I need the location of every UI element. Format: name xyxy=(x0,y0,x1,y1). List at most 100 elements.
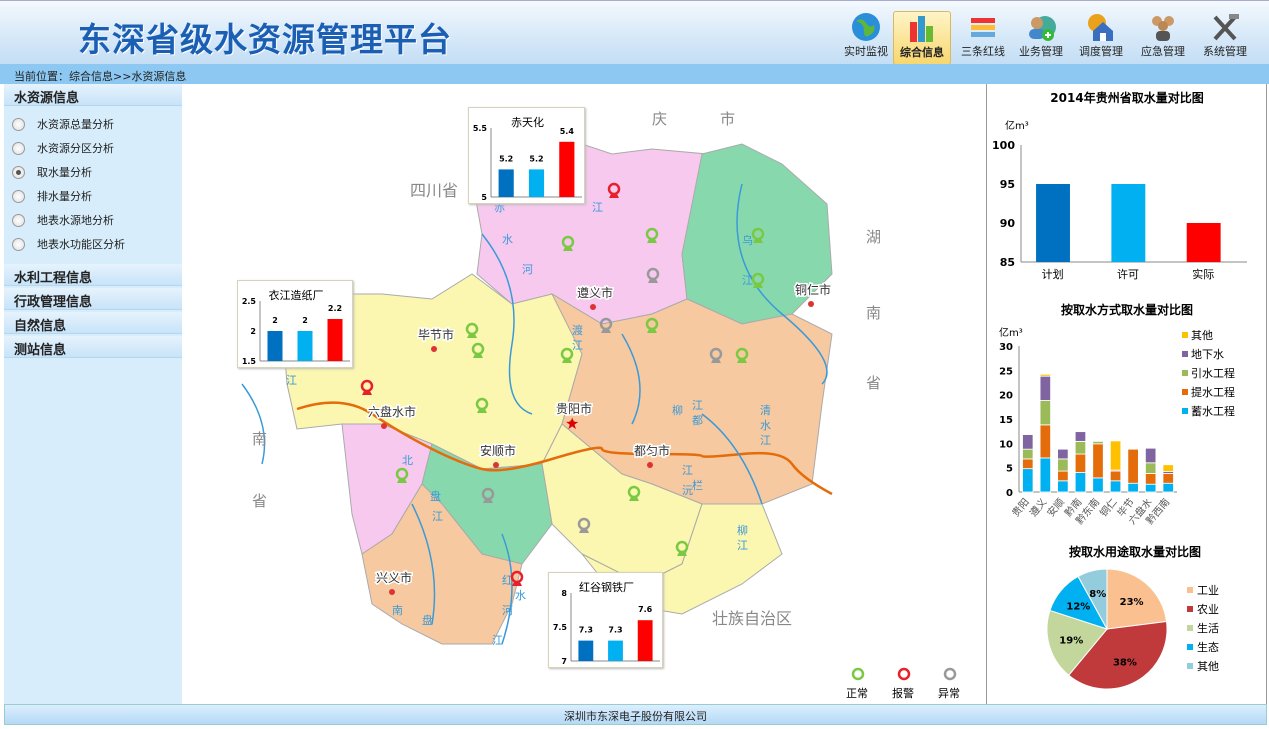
station-mini-chart[interactable]: 红谷钢铁厂 7 7.5 8 7.3 7.3 7.6 xyxy=(548,572,663,668)
city-marker[interactable] xyxy=(431,346,437,352)
header: 东深省级水资源管理平台 实时监视 综合信息 三条红线 业务管理 调度管理 应急管理 系统管理 xyxy=(0,0,1269,65)
normal-station-icon[interactable] xyxy=(471,342,485,358)
map-region[interactable] xyxy=(681,143,833,325)
sidebar-radio-item[interactable]: 取水量分析 xyxy=(4,160,182,184)
radio-label: 地表水源地分析 xyxy=(37,214,114,227)
city-label[interactable]: 铜仁市 xyxy=(794,281,833,299)
legend-label: 其他 xyxy=(1191,329,1213,342)
x-tick: 实际 xyxy=(1192,267,1214,281)
city-marker[interactable] xyxy=(381,423,387,429)
normal-station-icon[interactable] xyxy=(475,397,489,413)
alarm-station-icon[interactable] xyxy=(510,570,524,586)
sidebar-radio-item[interactable]: 地表水源地分析 xyxy=(4,208,182,232)
city-label[interactable]: 都匀市 xyxy=(633,442,672,460)
city-label[interactable]: 兴义市 xyxy=(375,569,414,587)
normal-station-icon[interactable] xyxy=(735,347,749,363)
normal-station-icon[interactable] xyxy=(465,322,479,338)
y-axis-unit: 亿m³ xyxy=(1005,119,1029,132)
nav-label: 调度管理 xyxy=(1079,45,1123,58)
city-label[interactable]: 安顺市 xyxy=(479,442,518,460)
x-tick: 安顺 xyxy=(1044,496,1067,520)
river-label: 江 xyxy=(592,201,603,214)
station-mini-chart[interactable]: 赤天化 5 5.5 5.2 5.2 5.4 xyxy=(468,107,585,204)
capital-star-icon: ★ xyxy=(565,414,579,433)
abnormal-station-icon[interactable] xyxy=(709,347,723,363)
nav-globe[interactable]: 实时监视 xyxy=(843,11,889,65)
alarm-station-icon[interactable] xyxy=(360,379,374,395)
river-label: 赤 xyxy=(494,201,505,214)
nav-gear-house[interactable]: 调度管理 xyxy=(1073,11,1129,65)
abnormal-station-icon[interactable] xyxy=(599,317,613,333)
tools-icon xyxy=(1197,11,1253,43)
sidebar-section[interactable]: 水利工程信息 xyxy=(4,264,182,286)
sidebar-section[interactable]: 自然信息 xyxy=(4,312,182,334)
nav-label: 三条红线 xyxy=(961,45,1005,58)
legend-label: 生态 xyxy=(1197,640,1219,654)
sidebar-section[interactable]: 测站信息 xyxy=(4,336,182,358)
city-marker[interactable] xyxy=(590,304,596,310)
nav-user-add[interactable]: 业务管理 xyxy=(1013,11,1069,65)
sidebar: 水资源信息水资源总量分析 水资源分区分析 取水量分析 排水量分析地表水源地分析地表水功… xyxy=(4,84,182,704)
radio-button[interactable] xyxy=(12,165,25,179)
normal-station-icon[interactable] xyxy=(751,227,765,243)
nav-tools[interactable]: 系统管理 xyxy=(1197,11,1253,65)
sidebar-radio-item[interactable]: 水资源总量分析 xyxy=(4,112,182,136)
radio-button[interactable] xyxy=(12,213,25,227)
normal-station-icon[interactable] xyxy=(560,347,574,363)
sidebar-radio-item[interactable]: 排水量分析 xyxy=(4,184,182,208)
neighbor-label: 南 xyxy=(252,430,267,448)
normal-station-icon[interactable] xyxy=(751,272,765,288)
river-label: 乌 xyxy=(742,233,753,247)
river-label: 河 xyxy=(522,263,533,276)
river-line xyxy=(241,383,266,465)
radio-button[interactable] xyxy=(12,189,25,203)
withdrawal-usage-pie: 按取水用途取水量对比图 23% 工业 38% 农业 19% 生活 12% 生态 8% 其他 xyxy=(1046,544,1219,690)
city-marker[interactable] xyxy=(647,462,653,468)
radio-button[interactable] xyxy=(12,117,25,131)
normal-station-icon[interactable] xyxy=(675,540,689,556)
normal-station-icon[interactable] xyxy=(645,317,659,333)
stacked-bar-segment xyxy=(1127,482,1139,493)
city-label[interactable]: 遵义市 xyxy=(576,284,615,302)
normal-station-icon[interactable] xyxy=(627,485,641,501)
sidebar-radio-item[interactable]: 地表水功能区分析 xyxy=(4,232,182,256)
abnormal-station-icon[interactable] xyxy=(646,267,660,283)
sidebar-section[interactable]: 行政管理信息 xyxy=(4,288,182,310)
nav-label: 实时监视 xyxy=(844,45,888,58)
radio-button[interactable] xyxy=(12,141,25,155)
river-line xyxy=(736,183,828,385)
stacked-bar-segment xyxy=(1039,457,1051,493)
city-label[interactable]: 贵阳市 xyxy=(555,400,594,418)
station-mini-chart[interactable]: 衣江造纸厂 1.5 2 2.5 2 2 2.2 xyxy=(237,280,353,368)
city-marker[interactable] xyxy=(493,462,499,468)
neighbor-label: 南 xyxy=(866,304,881,322)
normal-station-icon[interactable] xyxy=(561,235,575,251)
city-label[interactable]: 毕节市 xyxy=(417,326,456,344)
mini-bar xyxy=(637,620,653,661)
sidebar-section[interactable]: 水资源信息 xyxy=(4,84,182,106)
x-tick: 许可 xyxy=(1117,268,1139,281)
normal-station-icon[interactable] xyxy=(395,467,409,483)
neighbor-label: 四川省 xyxy=(410,181,458,200)
map-panel[interactable]: 四川省庆市湖南省南省壮族自治区 遵义市 铜仁市 毕节市 六盘水市 贵阳市 安顺市 都匀市 兴义市… xyxy=(182,84,985,704)
nav-lines[interactable]: 三条红线 xyxy=(958,11,1008,65)
city-label[interactable]: 六盘水市 xyxy=(367,403,418,421)
abnormal-station-icon[interactable] xyxy=(577,517,591,533)
x-tick: 铜仁 xyxy=(1098,496,1120,519)
city-marker[interactable] xyxy=(808,301,814,307)
legend-swatch xyxy=(1182,351,1188,357)
city-marker[interactable] xyxy=(389,589,395,595)
nav-bar-chart[interactable]: 综合信息 xyxy=(893,11,951,65)
sidebar-radio-item[interactable]: 水资源分区分析 xyxy=(4,136,182,160)
abnormal-station-icon[interactable] xyxy=(481,487,495,503)
nav-group[interactable]: 应急管理 xyxy=(1135,11,1191,65)
city-marker[interactable] xyxy=(569,420,575,426)
neighbor-label: 壮族自治区 xyxy=(712,609,792,628)
stacked-bar-segment xyxy=(1057,470,1069,482)
river-label: 江 xyxy=(742,274,753,287)
pie-slice xyxy=(1046,609,1108,676)
radio-button[interactable] xyxy=(12,237,25,251)
normal-station-icon[interactable] xyxy=(645,227,659,243)
alarm-station-icon[interactable] xyxy=(607,182,621,198)
